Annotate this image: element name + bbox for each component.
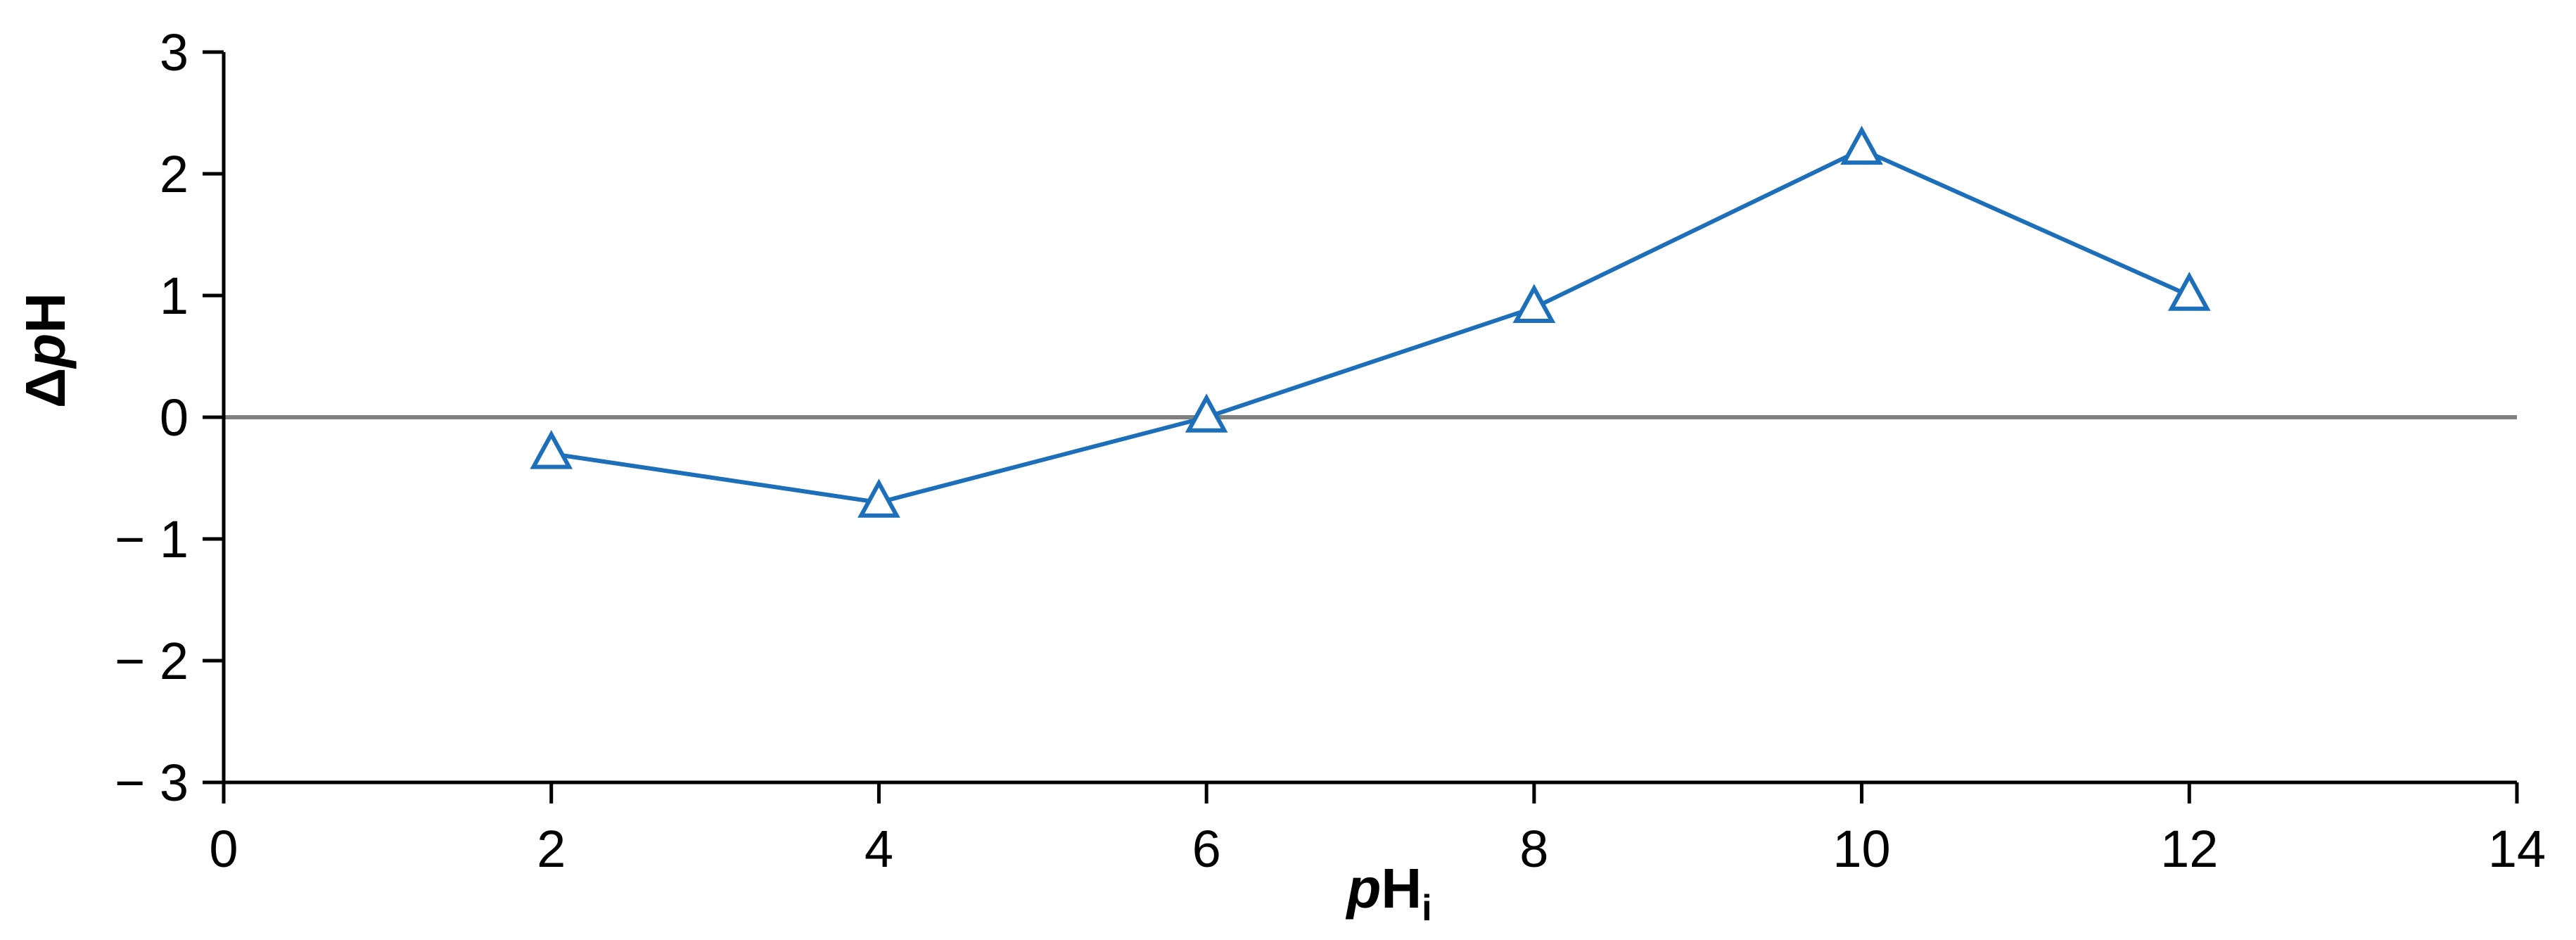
- data-point-marker: [1512, 284, 1556, 323]
- y-tick-label: − 1: [115, 510, 189, 569]
- x-tick-label: 0: [209, 820, 238, 878]
- y-axis-title-main: p: [14, 334, 77, 369]
- y-tick-label: − 2: [115, 632, 189, 690]
- x-tick-label: 12: [2160, 820, 2218, 878]
- data-point-marker: [530, 430, 573, 469]
- x-axis-title-main: p: [1345, 857, 1381, 920]
- data-point-marker: [1185, 393, 1228, 433]
- data-point-marker: [1840, 125, 1883, 165]
- x-tick-label: 2: [537, 820, 566, 878]
- x-axis-title-subscript: i: [1422, 888, 1432, 929]
- x-tick-label: 4: [865, 820, 893, 878]
- y-tick-label: − 3: [115, 754, 189, 812]
- y-tick-label: 0: [160, 388, 189, 447]
- x-tick-label: 10: [1832, 820, 1890, 878]
- y-tick-label: 2: [160, 145, 189, 203]
- x-axis-title: pHi: [1345, 857, 1432, 929]
- data-point-marker: [2167, 272, 2211, 311]
- y-tick-label: 3: [160, 23, 189, 82]
- y-axis-title-rest: H: [14, 293, 77, 334]
- x-axis-title-rest: H: [1381, 857, 1422, 920]
- x-tick-label: 6: [1192, 820, 1221, 878]
- x-tick-label: 14: [2488, 820, 2546, 878]
- y-axis-title-delta: Δ: [14, 368, 77, 409]
- y-tick-label: 1: [160, 267, 189, 325]
- x-tick-label: 8: [1519, 820, 1548, 878]
- series-line: [551, 147, 2191, 505]
- data-point-marker: [857, 478, 900, 518]
- y-axis-title: ΔpH: [14, 293, 77, 408]
